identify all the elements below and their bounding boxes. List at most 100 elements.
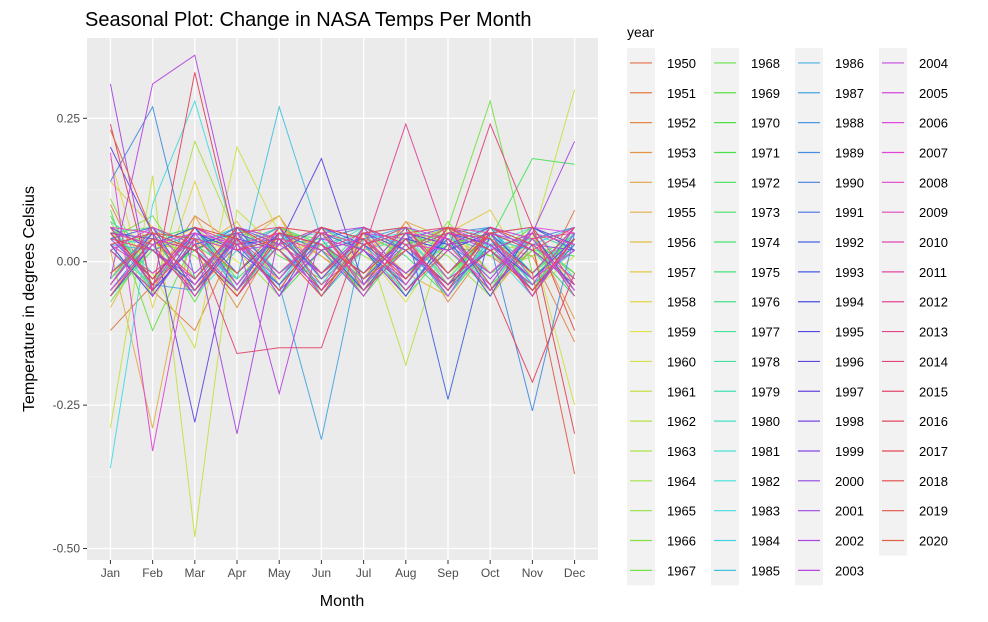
series-line-2011 (110, 226, 576, 297)
legend-label-2016: 2016 (919, 414, 948, 429)
series-line-1993 (110, 226, 575, 298)
x-tick-label: Jul (356, 566, 371, 580)
x-tick-label: Apr (228, 566, 247, 580)
legend-label-1986: 1986 (835, 56, 864, 71)
legend-label-1959: 1959 (667, 325, 696, 340)
series-line-2009 (110, 232, 575, 297)
y-axis-title: Temperature in degrees Celsius (21, 186, 38, 412)
series-lines (109, 54, 576, 538)
legend-label-2012: 2012 (919, 295, 948, 310)
y-tick-label: 0.25 (57, 111, 81, 125)
plot-panel (87, 38, 598, 560)
legend-label-1992: 1992 (835, 235, 864, 250)
series-line-2016 (109, 72, 576, 384)
legend-label-1961: 1961 (667, 384, 696, 399)
legend-label-1950: 1950 (667, 56, 696, 71)
series-line-2017 (110, 226, 576, 434)
x-tick-label: Jun (312, 566, 331, 580)
legend-label-1981: 1981 (751, 444, 780, 459)
legend-label-2006: 2006 (919, 116, 948, 131)
legend-label-2002: 2002 (835, 534, 864, 549)
legend-label-2010: 2010 (919, 235, 948, 250)
legend-label-1997: 1997 (835, 384, 864, 399)
legend-label-1996: 1996 (835, 354, 864, 369)
legend-label-1970: 1970 (751, 116, 780, 131)
legend-label-2003: 2003 (835, 563, 864, 578)
legend-label-1966: 1966 (667, 534, 696, 549)
x-axis-title: Month (320, 593, 364, 610)
legend-label-1999: 1999 (835, 444, 864, 459)
legend-label-1988: 1988 (835, 116, 864, 131)
series-line-2018 (110, 226, 575, 292)
legend-label-2007: 2007 (919, 145, 948, 160)
legend-label-1974: 1974 (751, 235, 780, 250)
legend-label-2015: 2015 (919, 384, 948, 399)
x-axis: Jan Feb Mar Apr May Jun Jul Aug Sep Oct Nov Dec (101, 560, 585, 580)
legend-label-1973: 1973 (751, 205, 780, 220)
legend-label-1990: 1990 (835, 175, 864, 190)
x-tick-label: Dec (564, 566, 585, 580)
legend-label-1991: 1991 (835, 205, 864, 220)
y-tick-label: 0.00 (57, 255, 81, 269)
series-line-2010 (109, 226, 576, 297)
legend-label-1977: 1977 (751, 325, 780, 340)
legend-label-1998: 1998 (835, 414, 864, 429)
legend-label-1967: 1967 (667, 563, 696, 578)
legend-label-1962: 1962 (667, 414, 696, 429)
legend-label-1980: 1980 (751, 414, 780, 429)
legend-label-1985: 1985 (751, 563, 780, 578)
series-line-2015 (109, 226, 575, 355)
legend-label-2018: 2018 (919, 474, 948, 489)
y-axis: 0.25 0.00 -0.25 -0.50 (53, 111, 87, 556)
legend-label-1953: 1953 (667, 145, 696, 160)
legend-label-1952: 1952 (667, 116, 696, 131)
legend-label-2019: 2019 (919, 504, 948, 519)
x-tick-label: Aug (395, 566, 416, 580)
legend-label-1979: 1979 (751, 384, 780, 399)
legend-label-1964: 1964 (667, 474, 696, 489)
legend-label-1972: 1972 (751, 175, 780, 190)
legend-label-1951: 1951 (667, 86, 696, 101)
x-tick-label: Jan (101, 566, 120, 580)
legend-label-2008: 2008 (919, 175, 948, 190)
legend-label-1982: 1982 (751, 474, 780, 489)
legend-label-2009: 2009 (919, 205, 948, 220)
legend-label-1978: 1978 (751, 354, 780, 369)
legend-label-2004: 2004 (919, 56, 948, 71)
legend-label-1987: 1987 (835, 86, 864, 101)
legend-label-1965: 1965 (667, 504, 696, 519)
legend-label-1958: 1958 (667, 295, 696, 310)
x-tick-label: Mar (184, 566, 205, 580)
legend-label-2000: 2000 (835, 474, 864, 489)
legend-label-1975: 1975 (751, 265, 780, 280)
legend-label-2013: 2013 (919, 325, 948, 340)
series-line-2005 (110, 226, 575, 297)
legend-label-2017: 2017 (919, 444, 948, 459)
x-tick-label: Nov (522, 566, 543, 580)
x-tick-label: Oct (481, 566, 500, 580)
series-line-2019 (110, 226, 576, 331)
legend-label-1957: 1957 (667, 265, 696, 280)
legend-label-2014: 2014 (919, 354, 948, 369)
legend-label-1993: 1993 (835, 265, 864, 280)
legend-label-1976: 1976 (751, 295, 780, 310)
legend-label-2020: 2020 (919, 534, 948, 549)
legend-label-1983: 1983 (751, 504, 780, 519)
legend-label-2005: 2005 (919, 86, 948, 101)
series-line-2004 (110, 226, 575, 297)
y-tick-label: -0.25 (53, 398, 81, 412)
x-tick-label: Feb (142, 566, 163, 580)
legend-label-2011: 2011 (919, 265, 947, 280)
legend-label-1971: 1971 (751, 145, 780, 160)
y-tick-label: -0.50 (53, 542, 81, 556)
legend-label-1984: 1984 (751, 534, 780, 549)
chart-title: Seasonal Plot: Change in NASA Temps Per … (85, 9, 532, 31)
x-tick-label: May (268, 566, 291, 580)
legend-label-1960: 1960 (667, 354, 696, 369)
legend-label-2001: 2001 (835, 504, 864, 519)
legend: 1950 1951 1952 1953 1954 1955 1956 1957 1958 1959… (627, 48, 948, 586)
legend-label-1956: 1956 (667, 235, 696, 250)
legend-label-1955: 1955 (667, 205, 696, 220)
legend-label-1989: 1989 (835, 145, 864, 160)
